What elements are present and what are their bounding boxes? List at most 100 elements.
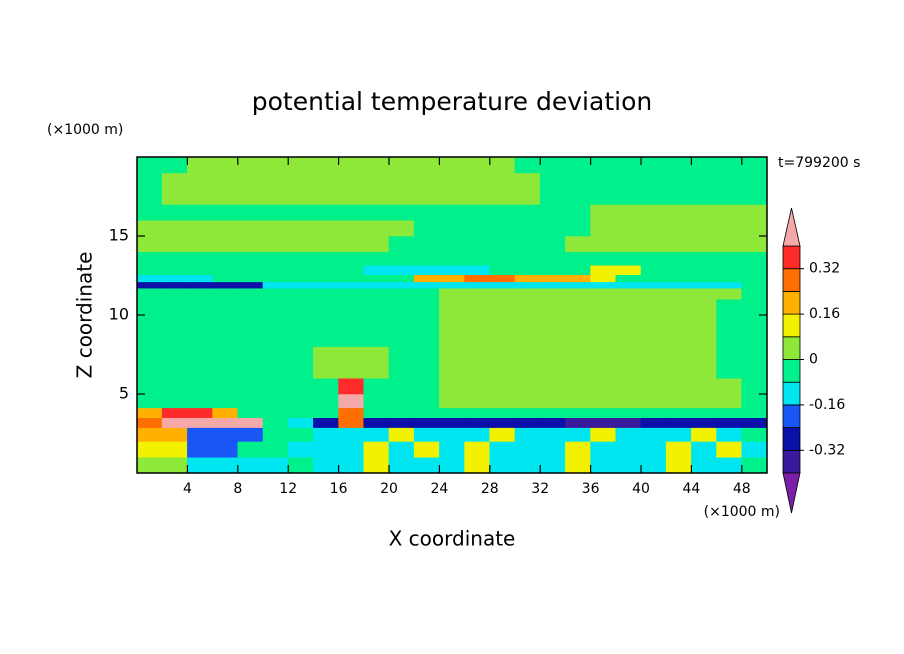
contour-cell <box>439 330 465 347</box>
contour-cell <box>539 298 566 316</box>
contour-cell <box>363 362 390 379</box>
contour-cell <box>161 287 188 300</box>
contour-cell <box>565 264 591 276</box>
contour-cell <box>388 156 415 174</box>
contour-cell <box>237 417 264 428</box>
contour-cell <box>262 314 289 332</box>
contour-cell <box>161 219 188 237</box>
contour-cell <box>161 204 188 221</box>
x-tick-label: 4 <box>183 481 192 497</box>
contour-cell <box>640 251 667 266</box>
contour-cell <box>262 274 289 283</box>
contour-cell <box>565 393 591 409</box>
contour-cell <box>287 219 314 237</box>
contour-cell <box>287 393 314 409</box>
contour-cell <box>212 407 239 419</box>
contour-cell <box>665 204 692 221</box>
contour-cell <box>439 314 465 332</box>
contour-cell <box>514 298 541 316</box>
contour-cell <box>716 456 743 474</box>
contour-cell <box>464 298 491 316</box>
contour-cell <box>590 393 617 409</box>
contour-cell <box>287 330 314 347</box>
contour-cell <box>665 362 692 379</box>
contour-cell <box>565 441 591 458</box>
contour-cell <box>187 172 213 189</box>
contour-cell <box>388 264 415 276</box>
contour-cell <box>539 235 566 253</box>
contour-cell <box>413 172 440 189</box>
contour-cell <box>212 188 239 205</box>
contour-cell <box>640 417 667 428</box>
contour-cell <box>313 456 339 474</box>
contour-cell <box>187 427 213 442</box>
colorbar-box <box>782 427 801 451</box>
contour-cell <box>489 264 516 276</box>
contour-cell <box>615 393 642 409</box>
contour-cell <box>489 251 516 266</box>
contour-cell <box>136 287 163 300</box>
contour-cell <box>741 274 768 283</box>
contour-cell <box>539 314 566 332</box>
contour-cell <box>161 346 188 363</box>
contour-cell <box>388 235 415 253</box>
contour-cell <box>136 417 163 428</box>
contour-cell <box>363 441 390 458</box>
contour-cell <box>716 393 743 409</box>
contour-cell <box>313 287 339 300</box>
x-tick-label: 8 <box>233 481 242 497</box>
contour-cell <box>187 264 213 276</box>
contour-cell <box>640 330 667 347</box>
contour-cell <box>741 330 768 347</box>
contour-cell <box>413 274 440 283</box>
contour-cell <box>287 377 314 395</box>
contour-cell <box>640 172 667 189</box>
contour-cell <box>640 281 667 289</box>
contour-cell <box>338 274 365 283</box>
contour-cell <box>590 251 617 266</box>
contour-cell <box>187 156 213 174</box>
contour-cell <box>413 393 440 409</box>
contour-cell <box>363 314 390 332</box>
contour-cell <box>615 314 642 332</box>
contour-cell <box>665 417 692 428</box>
contour-cell <box>161 264 188 276</box>
contour-cell <box>363 287 390 300</box>
contour-cell <box>489 287 516 300</box>
contour-cell <box>313 407 339 419</box>
contour-cell <box>161 456 188 474</box>
contour-cell <box>539 330 566 347</box>
contour-cell <box>338 456 365 474</box>
contour-cell <box>136 251 163 266</box>
contour-cell <box>615 346 642 363</box>
contour-cell <box>590 156 617 174</box>
contour-cell <box>741 427 768 442</box>
contour-cell <box>439 456 465 474</box>
contour-cell <box>187 251 213 266</box>
contour-cell <box>287 362 314 379</box>
contour-cell <box>464 427 491 442</box>
contour-cell <box>640 362 667 379</box>
colorbar-box <box>782 381 801 406</box>
contour-cell <box>262 456 289 474</box>
contour-cell <box>489 188 516 205</box>
contour-cell <box>413 407 440 419</box>
contour-cell <box>413 346 440 363</box>
contour-cell <box>665 441 692 458</box>
contour-cell <box>287 264 314 276</box>
contour-cell <box>439 287 465 300</box>
contour-cell <box>287 274 314 283</box>
contour-cell <box>514 417 541 428</box>
contour-cell <box>590 427 617 442</box>
contour-cell <box>489 172 516 189</box>
chart-title: potential temperature deviation <box>252 87 652 116</box>
contour-cell <box>565 427 591 442</box>
contour-cell <box>237 235 264 253</box>
contour-cell <box>313 330 339 347</box>
contour-cell <box>313 172 339 189</box>
contour-cell <box>514 281 541 289</box>
contour-cell <box>136 274 163 283</box>
contour-cell <box>640 156 667 174</box>
contour-cell <box>539 456 566 474</box>
contour-cell <box>489 427 516 442</box>
